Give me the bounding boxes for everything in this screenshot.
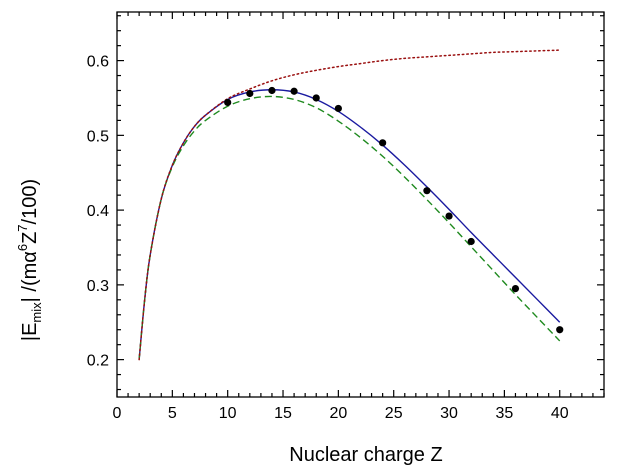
axis-tick-labels: 0 5 10 15 20 25 30 35 40 0.2 0.3 0.4 0.5 0.6 — [87, 54, 569, 422]
data-point — [290, 87, 298, 95]
data-point — [312, 94, 320, 102]
data-point — [423, 187, 431, 195]
axis-ticks — [116, 12, 605, 397]
x-tick-label: 30 — [440, 405, 458, 422]
data-point — [268, 86, 276, 95]
series-line-dashed — [138, 95, 561, 360]
series-line-solid — [138, 89, 561, 360]
x-tick-label: 5 — [168, 405, 177, 422]
y-axis-title: |Emix| /(mα6Z7/100) — [15, 179, 44, 341]
data-point — [246, 89, 254, 98]
x-tick-label: 25 — [385, 405, 403, 422]
x-axis-title: Nuclear charge Z — [289, 444, 442, 466]
data-point — [379, 139, 387, 147]
x-tick-label: 40 — [551, 405, 569, 422]
x-tick-label: 20 — [329, 405, 347, 422]
y-tick-label: 0.6 — [87, 54, 109, 71]
y-tick-label: 0.2 — [87, 353, 109, 370]
plot-frame — [116, 11, 605, 398]
x-tick-label: 10 — [219, 405, 237, 422]
data-point — [445, 212, 453, 220]
data-point — [224, 98, 232, 107]
data-point — [511, 285, 520, 293]
data-point — [334, 104, 342, 113]
data-point — [556, 326, 564, 334]
x-tick-label: 35 — [495, 405, 513, 422]
x-tick-label: 15 — [274, 405, 292, 422]
data-point — [467, 237, 475, 246]
y-tick-label: 0.4 — [87, 203, 109, 220]
plot-content — [138, 49, 564, 361]
series-line-dotted — [138, 49, 561, 361]
x-tick-label: 0 — [113, 405, 122, 422]
y-tick-label: 0.5 — [87, 128, 109, 145]
y-tick-label: 0.3 — [87, 278, 109, 295]
